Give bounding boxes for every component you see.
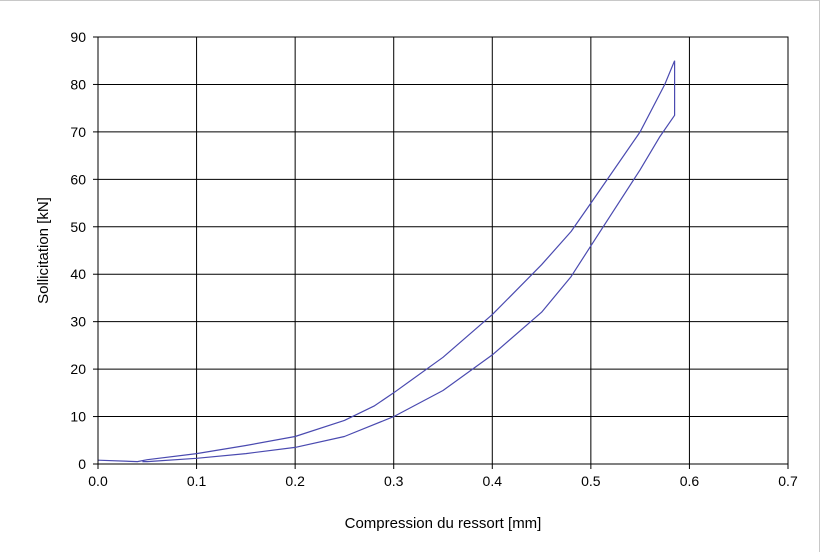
x-tick-label: 0.7 — [778, 473, 798, 489]
x-tick-label: 0.6 — [680, 473, 700, 489]
y-tick-label: 60 — [70, 171, 86, 187]
unloading-curve — [142, 60, 676, 463]
x-tick-label: 0.5 — [581, 473, 601, 489]
y-tick-label: 40 — [70, 266, 86, 282]
y-tick-label: 50 — [70, 219, 86, 235]
x-tick-labels: 0.0 0.1 0.2 0.3 0.4 0.5 0.6 0.7 — [88, 464, 798, 489]
y-tick-label: 90 — [70, 29, 86, 45]
y-axis-label: Sollicitation [kN] — [35, 197, 52, 304]
y-tick-label: 30 — [70, 314, 86, 330]
plot-border — [97, 36, 789, 465]
y-tick-label: 70 — [70, 124, 86, 140]
y-tick-labels: 0 10 20 30 40 50 60 70 80 90 — [70, 29, 98, 472]
x-tick-label: 0.4 — [483, 473, 503, 489]
x-axis-label: Compression du ressort [mm] — [345, 515, 542, 532]
x-tick-label: 0.2 — [285, 473, 305, 489]
grid — [97, 36, 789, 465]
x-tick-label: 0.0 — [88, 473, 108, 489]
y-tick-label: 10 — [70, 409, 86, 425]
series-group — [97, 60, 676, 463]
x-tick-label: 0.1 — [187, 473, 207, 489]
y-tick-label: 80 — [70, 76, 86, 92]
loading-curve — [97, 60, 676, 463]
y-tick-label: 20 — [70, 361, 86, 377]
x-tick-label: 0.3 — [384, 473, 404, 489]
y-tick-label: 0 — [78, 456, 86, 472]
